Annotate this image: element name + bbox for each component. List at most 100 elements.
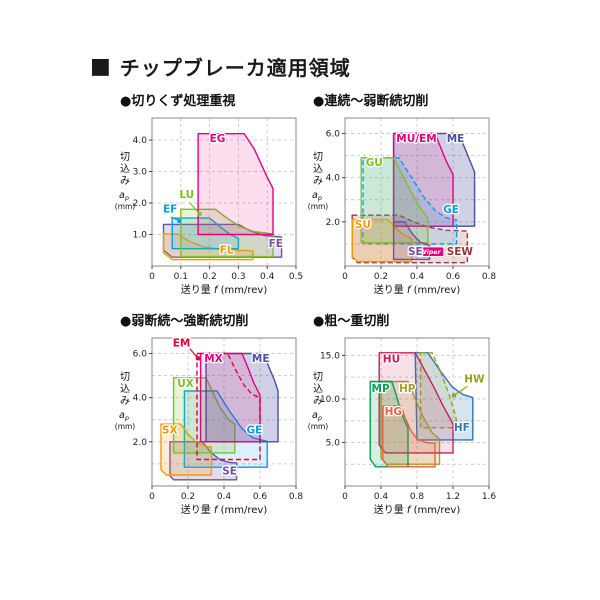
svg-text:切: 切 bbox=[313, 151, 323, 163]
region-hw-area bbox=[419, 352, 459, 429]
region-ge-area bbox=[362, 157, 458, 245]
chart-title-interrupted-cutting: ●弱断続～強断続切削 bbox=[120, 314, 249, 329]
y-tick-label: 6.0 bbox=[133, 349, 148, 359]
x-axis-label: 送り量 f (mm/rev) bbox=[181, 503, 268, 516]
svg-text:切: 切 bbox=[120, 371, 130, 383]
x-tick-label: 0.8 bbox=[289, 492, 304, 502]
axis-ticks: 0 0.2 0.4 0.6 0.8 2.0 4.0 6.0 bbox=[133, 349, 304, 502]
svg-text:ap: ap bbox=[312, 410, 322, 422]
region-hg-area bbox=[382, 405, 436, 468]
svg-text:(mm): (mm) bbox=[115, 422, 136, 431]
x-tick-label: 0.3 bbox=[231, 272, 245, 282]
y-tick-label: 2.0 bbox=[133, 438, 148, 448]
region-fl-area bbox=[162, 233, 254, 261]
wiper-badge-text: Wiper bbox=[420, 249, 442, 256]
region-hu-label: HU bbox=[383, 353, 400, 365]
x-tick-label: 0.4 bbox=[410, 272, 425, 282]
svg-text:み: み bbox=[120, 396, 130, 407]
region-mp-area bbox=[369, 380, 409, 468]
y-axis-label: 切込み ap(mm) bbox=[115, 371, 136, 431]
region-mu-em-area bbox=[392, 132, 454, 227]
x-tick-label: 0.6 bbox=[253, 492, 268, 502]
svg-text:ap: ap bbox=[119, 190, 129, 202]
region-su-area bbox=[351, 218, 413, 263]
panel-heavy-cutting: ●粗～重切削 HF HW HP HU MP HG 0 0.4 0.8 1.2 1.6 5.0 10.0 1… bbox=[303, 310, 503, 522]
region-mp-label: MP bbox=[372, 383, 390, 395]
region-se-label: SE bbox=[222, 466, 237, 478]
region-sx-label: SX bbox=[162, 424, 178, 436]
svg-text:み: み bbox=[313, 396, 323, 407]
region-eg-label: EG bbox=[210, 133, 226, 145]
y-axis-label: 切込み ap(mm) bbox=[308, 371, 329, 431]
axis-ticks: 0 0.4 0.8 1.2 1.6 5.0 10.0 15.0 bbox=[320, 351, 496, 502]
region-lu-area bbox=[180, 208, 274, 258]
region-sew-label: SEW bbox=[447, 246, 474, 258]
page-title: ■ チップブレーカ適用領域 bbox=[90, 52, 351, 81]
y-tick-label: 2.0 bbox=[326, 218, 341, 228]
x-tick-label: 1.2 bbox=[446, 492, 460, 502]
y-tick-label: 15.0 bbox=[320, 351, 340, 361]
region-fl-label: FL bbox=[220, 244, 234, 256]
y-tick-label: 10.0 bbox=[320, 395, 340, 405]
y-tick-label: 4.0 bbox=[133, 394, 148, 404]
region-ux-label: UX bbox=[177, 378, 194, 390]
region-hw-label: HW bbox=[464, 373, 485, 385]
x-tick-label: 0 bbox=[342, 492, 348, 502]
svg-text:(mm): (mm) bbox=[308, 202, 329, 211]
x-tick-label: 0.6 bbox=[446, 272, 461, 282]
panel-chip-control: ●切りくず処理重視 FE FL EF LU EG 0 0.1 0.2 0.3 0.4 0.5 1.0 2… bbox=[110, 90, 310, 302]
title-square-marker: ■ bbox=[90, 53, 111, 79]
x-tick-label: 0.8 bbox=[410, 492, 425, 502]
x-tick-label: 0.8 bbox=[482, 272, 497, 282]
x-tick-label: 0.2 bbox=[181, 492, 195, 502]
region-se-area bbox=[169, 441, 238, 481]
region-gu-area bbox=[360, 157, 429, 244]
region-ef-area bbox=[171, 217, 240, 250]
chart-canvas: SE GE SX UX ME MX EM 0 0.2 0.4 0.6 0.8 2.0 4.0 6.0 送り量 … bbox=[115, 336, 304, 516]
x-tick-label: 0 bbox=[342, 272, 348, 282]
x-tick-label: 0 bbox=[149, 492, 155, 502]
chart-host-heavy-cutting: HF HW HP HU MP HG 0 0.4 0.8 1.2 1.6 5.0 10.0 15.0 送り量 … bbox=[303, 330, 503, 522]
x-tick-label: 0.5 bbox=[289, 272, 303, 282]
region-fe-label: FE bbox=[269, 238, 283, 250]
chart-title-continuous-cutting: ●連続～弱断続切削 bbox=[313, 94, 429, 109]
region-hp-label: HP bbox=[399, 383, 416, 395]
y-axis-label: 切込み ap(mm) bbox=[308, 151, 329, 211]
region-gu-label: GU bbox=[366, 157, 383, 169]
wiper-badge bbox=[416, 246, 445, 257]
svg-text:ap: ap bbox=[119, 410, 129, 422]
x-tick-label: 0.4 bbox=[217, 492, 232, 502]
region-mu-em-label: MU/EM bbox=[396, 133, 436, 145]
chart-canvas: Wiper SEW ME MU/EM GE GU SU SE 0 0.2 0.4 0.6 0.8 2.0 4… bbox=[308, 117, 497, 296]
pointer-dot bbox=[451, 393, 456, 398]
svg-text:(mm): (mm) bbox=[115, 202, 136, 211]
svg-text:み: み bbox=[120, 176, 130, 187]
region-hg-label: HG bbox=[385, 406, 402, 418]
region-eg-area bbox=[197, 133, 274, 236]
x-axis-label: 送り量 f (mm/rev) bbox=[181, 283, 268, 296]
region-se-label: SE bbox=[408, 246, 423, 258]
axis-ticks: 0 0.1 0.2 0.3 0.4 0.5 1.0 2.0 3.0 4.0 bbox=[133, 136, 303, 282]
svg-text:込: 込 bbox=[120, 163, 130, 175]
svg-text:(mm): (mm) bbox=[308, 422, 329, 431]
region-ge-label: GE bbox=[443, 204, 459, 216]
page-title-text: チップブレーカ適用領域 bbox=[119, 56, 351, 80]
y-tick-label: 2.0 bbox=[133, 199, 148, 209]
region-ux-area bbox=[172, 377, 236, 454]
pointer-dot bbox=[197, 211, 202, 216]
axis-ticks: 0 0.2 0.4 0.6 0.8 2.0 4.0 6.0 bbox=[326, 129, 497, 282]
x-tick-label: 0.4 bbox=[374, 492, 389, 502]
svg-text:み: み bbox=[313, 176, 323, 187]
y-tick-label: 3.0 bbox=[133, 168, 148, 178]
chart-title-heavy-cutting: ●粗～重切削 bbox=[313, 314, 390, 329]
x-tick-label: 0.2 bbox=[374, 272, 388, 282]
region-lu-label: LU bbox=[179, 189, 194, 201]
svg-text:込: 込 bbox=[313, 383, 323, 395]
region-hf-label: HF bbox=[454, 422, 470, 434]
panel-interrupted-cutting: ●弱断続～強断続切削 SE GE SX UX ME MX EM 0 0.2 0.4 0.6 0.8 2.… bbox=[110, 310, 310, 522]
chart-host-continuous-cutting: Wiper SEW ME MU/EM GE GU SU SE 0 0.2 0.4 0.6 0.8 2.0 4… bbox=[303, 110, 503, 302]
y-axis-label: 切込み ap(mm) bbox=[115, 151, 136, 211]
plot-border bbox=[151, 117, 297, 267]
svg-text:込: 込 bbox=[313, 163, 323, 175]
